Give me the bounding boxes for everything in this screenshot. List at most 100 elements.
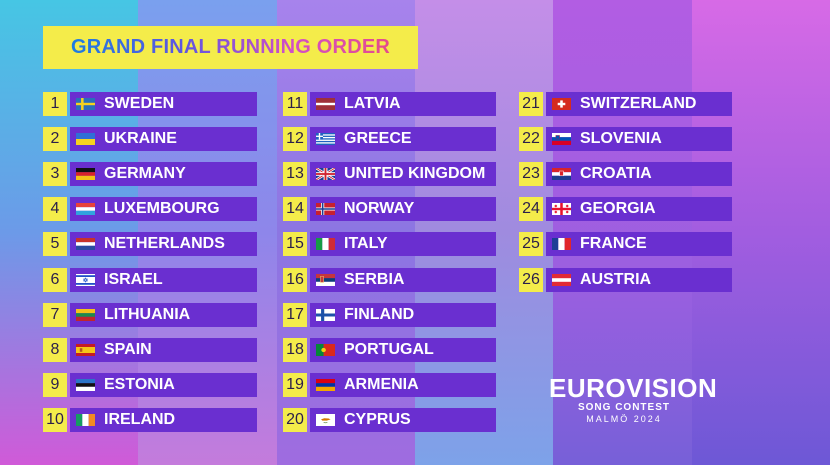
portugal-flag-icon [316, 344, 335, 356]
country-name: PORTUGAL [344, 341, 434, 358]
logo-subtitle: SONG CONTEST [577, 402, 670, 413]
united-kingdom-flag-icon [316, 168, 335, 180]
logo-city-year: MALMÖ 2024 [586, 414, 662, 424]
country-bar: SWEDEN [70, 92, 257, 116]
sweden-flag-icon [76, 98, 95, 110]
finland-flag-icon [316, 309, 335, 321]
country-bar: SWITZERLAND [546, 92, 732, 116]
running-order-row: 6 ISRAEL [43, 268, 257, 292]
country-bar: ARMENIA [310, 373, 496, 397]
country-name: GREECE [344, 130, 412, 147]
country-bar: GERMANY [70, 162, 257, 186]
luxembourg-flag-icon [76, 203, 95, 215]
running-order-number: 7 [43, 303, 67, 327]
country-name: SERBIA [344, 271, 405, 288]
running-order-row: 22 SLOVENIA [519, 127, 732, 151]
country-name: SWITZERLAND [580, 95, 697, 112]
running-order-row: 8 SPAIN [43, 338, 257, 362]
running-order-row: 23 CROATIA [519, 162, 732, 186]
netherlands-flag-icon [76, 238, 95, 250]
country-name: UKRAINE [104, 130, 177, 147]
running-order-row: 11 LATVIA [283, 92, 496, 116]
country-bar: AUSTRIA [546, 268, 732, 292]
croatia-flag-icon [552, 168, 571, 180]
country-bar: PORTUGAL [310, 338, 496, 362]
country-bar: IRELAND [70, 408, 257, 432]
slovenia-flag-icon [552, 133, 571, 145]
country-name: GERMANY [104, 165, 186, 182]
country-bar: UNITED KINGDOM [310, 162, 496, 186]
armenia-flag-icon [316, 379, 335, 391]
country-name: AUSTRIA [580, 271, 652, 288]
running-order-number: 1 [43, 92, 67, 116]
country-name: ISRAEL [104, 271, 163, 288]
running-order-number: 16 [283, 268, 307, 292]
country-bar: GREECE [310, 127, 496, 151]
spain-flag-icon [76, 344, 95, 356]
country-name: LUXEMBOURG [104, 200, 220, 217]
running-order-number: 22 [519, 127, 543, 151]
country-name: FINLAND [344, 306, 415, 323]
country-bar: CROATIA [546, 162, 732, 186]
running-order-row: 1 SWEDEN [43, 92, 257, 116]
running-order-row: 17 FINLAND [283, 303, 496, 327]
country-bar: FINLAND [310, 303, 496, 327]
running-order-number: 8 [43, 338, 67, 362]
georgia-flag-icon [552, 203, 571, 215]
running-order-number: 26 [519, 268, 543, 292]
country-bar: SERBIA [310, 268, 496, 292]
logo-wordmark: EUROVISION [549, 373, 718, 403]
running-order-number: 21 [519, 92, 543, 116]
country-bar: NORWAY [310, 197, 496, 221]
running-order-row: 13 UNITED KINGDOM [283, 162, 496, 186]
country-bar: LITHUANIA [70, 303, 257, 327]
running-order-number: 5 [43, 232, 67, 256]
running-order-row: 12 GREECE [283, 127, 496, 151]
running-order-number: 2 [43, 127, 67, 151]
running-order-row: 4 LUXEMBOURG [43, 197, 257, 221]
country-name: LATVIA [344, 95, 401, 112]
running-order-row: 24 GEORGIA [519, 197, 732, 221]
country-name: CYPRUS [344, 411, 411, 428]
country-name: ESTONIA [104, 376, 175, 393]
running-order-number: 24 [519, 197, 543, 221]
norway-flag-icon [316, 203, 335, 215]
running-order-number: 9 [43, 373, 67, 397]
country-name: FRANCE [580, 235, 647, 252]
germany-flag-icon [76, 168, 95, 180]
running-order-number: 14 [283, 197, 307, 221]
ireland-flag-icon [76, 414, 95, 426]
running-order-row: 14 NORWAY [283, 197, 496, 221]
running-order-row: 21 SWITZERLAND [519, 92, 732, 116]
austria-flag-icon [552, 274, 571, 286]
running-order-number: 12 [283, 127, 307, 151]
country-name: ARMENIA [344, 376, 419, 393]
country-bar: SLOVENIA [546, 127, 732, 151]
country-bar: UKRAINE [70, 127, 257, 151]
lithuania-flag-icon [76, 309, 95, 321]
country-bar: LUXEMBOURG [70, 197, 257, 221]
country-name: SPAIN [104, 341, 152, 358]
title-banner: GRAND FINAL RUNNING ORDER [43, 26, 418, 69]
running-order-row: 19 ARMENIA [283, 373, 496, 397]
running-order-row: 18 PORTUGAL [283, 338, 496, 362]
country-bar: SPAIN [70, 338, 257, 362]
running-order-row: 26 AUSTRIA [519, 268, 732, 292]
running-order-number: 25 [519, 232, 543, 256]
country-bar: CYPRUS [310, 408, 496, 432]
running-order-number: 6 [43, 268, 67, 292]
country-bar: NETHERLANDS [70, 232, 257, 256]
running-order-row: 20 CYPRUS [283, 408, 496, 432]
running-order-row: 10 IRELAND [43, 408, 257, 432]
running-order-number: 23 [519, 162, 543, 186]
running-order-number: 19 [283, 373, 307, 397]
running-order-number: 20 [283, 408, 307, 432]
country-name: LITHUANIA [104, 306, 191, 323]
country-name: SLOVENIA [580, 130, 662, 147]
eurovision-logo: EUROVISION SONG CONTEST MALMÖ 2024 [549, 373, 718, 444]
country-bar: FRANCE [546, 232, 732, 256]
france-flag-icon [552, 238, 571, 250]
country-name: NETHERLANDS [104, 235, 225, 252]
israel-flag-icon [76, 274, 95, 286]
running-order-number: 15 [283, 232, 307, 256]
